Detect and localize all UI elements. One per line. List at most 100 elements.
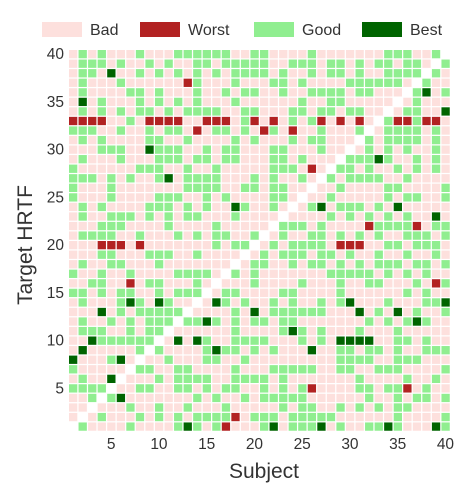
- heatmap-cell: [154, 50, 164, 59]
- heatmap-cell: [441, 97, 450, 107]
- heatmap-cell: [231, 365, 240, 374]
- heatmap-cell: [154, 269, 164, 278]
- heatmap-cell: [116, 88, 126, 97]
- heatmap-cell: [154, 116, 164, 126]
- heatmap-cell: [145, 260, 154, 269]
- heatmap-cell: [135, 317, 145, 326]
- heatmap-cell: [183, 250, 192, 259]
- heatmap-cell: [384, 202, 393, 212]
- heatmap-cell: [393, 164, 402, 173]
- heatmap-cell: [345, 69, 355, 78]
- heatmap-cell: [250, 107, 259, 116]
- heatmap-cell: [221, 241, 231, 250]
- heatmap-cell: [384, 346, 393, 355]
- heatmap-cell: [174, 155, 183, 164]
- heatmap-cell: [183, 355, 192, 364]
- heatmap-cell: [212, 365, 221, 374]
- heatmap-cell: [116, 288, 126, 298]
- heatmap-cell: [298, 78, 307, 87]
- heatmap-cell: [126, 107, 135, 116]
- heatmap-cell: [403, 326, 412, 336]
- heatmap-cell: [269, 403, 278, 412]
- heatmap-cell: [126, 422, 135, 431]
- heatmap-cell: [393, 88, 402, 97]
- heatmap-cell: [269, 298, 278, 307]
- heatmap-cell: [374, 202, 383, 212]
- heatmap-cell: [221, 403, 231, 412]
- heatmap-cell: [412, 78, 422, 87]
- heatmap-cell: [422, 298, 431, 307]
- heatmap-cell: [88, 202, 97, 212]
- heatmap-cell: [345, 241, 355, 250]
- heatmap-cell: [422, 317, 431, 326]
- heatmap-cell: [69, 260, 78, 269]
- heatmap-cell: [269, 59, 278, 68]
- heatmap-cell: [403, 145, 412, 154]
- heatmap-cell: [202, 241, 211, 250]
- legend: Bad Worst Good Best: [42, 22, 443, 39]
- heatmap-cell: [78, 202, 87, 212]
- heatmap-cell: [202, 422, 211, 431]
- heatmap-cell: [221, 78, 231, 87]
- heatmap-cell: [231, 212, 240, 221]
- heatmap-cell: [355, 336, 364, 345]
- heatmap-cell: [154, 135, 164, 145]
- heatmap-cell: [116, 422, 126, 431]
- heatmap-cell: [422, 78, 431, 87]
- heatmap-cell: [412, 307, 422, 317]
- heatmap-cell: [403, 221, 412, 231]
- heatmap-cell: [336, 193, 345, 202]
- heatmap-cell: [212, 97, 221, 107]
- heatmap-cell: [365, 250, 374, 259]
- heatmap-cell: [384, 317, 393, 326]
- heatmap-cell: [365, 384, 374, 393]
- heatmap-cell: [326, 231, 336, 240]
- heatmap-cell: [97, 260, 106, 269]
- heatmap-cell: [441, 174, 450, 183]
- heatmap-cell: [345, 307, 355, 317]
- heatmap-cell: [365, 202, 374, 212]
- heatmap-cell: [135, 336, 145, 345]
- heatmap-cell: [288, 260, 297, 269]
- heatmap-cell: [260, 116, 269, 126]
- heatmap-cell: [164, 298, 173, 307]
- heatmap-cell: [345, 384, 355, 393]
- heatmap-cell: [164, 403, 173, 412]
- heatmap-cell: [269, 97, 278, 107]
- heatmap-cell: [154, 107, 164, 116]
- heatmap-cell: [221, 164, 231, 173]
- heatmap-cell: [154, 384, 164, 393]
- heatmap-cell: [183, 307, 192, 317]
- heatmap-cell: [97, 231, 106, 240]
- heatmap-cell: [317, 336, 326, 345]
- heatmap-cell: [154, 403, 164, 412]
- heatmap-cell: [250, 412, 259, 422]
- heatmap-cell: [345, 135, 355, 145]
- heatmap-cell: [393, 78, 402, 87]
- heatmap-cell: [240, 164, 250, 173]
- heatmap-cell: [345, 116, 355, 126]
- heatmap-cell: [164, 412, 173, 422]
- heatmap-cell: [135, 355, 145, 364]
- heatmap-cell: [384, 403, 393, 412]
- heatmap-cell: [355, 88, 364, 97]
- x-tick-label: 40: [437, 436, 455, 453]
- heatmap-cell: [145, 126, 154, 135]
- heatmap-cell: [288, 298, 297, 307]
- heatmap-cell: [422, 336, 431, 345]
- heatmap-cell: [307, 355, 317, 364]
- heatmap-cell: [403, 212, 412, 221]
- heatmap-cell: [298, 116, 307, 126]
- heatmap-cell: [126, 155, 135, 164]
- heatmap-cell: [221, 97, 231, 107]
- heatmap-cell: [135, 307, 145, 317]
- heatmap-cell: [307, 260, 317, 269]
- heatmap-cell: [240, 221, 250, 231]
- heatmap-cell: [403, 231, 412, 240]
- heatmap-cell: [183, 50, 192, 59]
- heatmap-cell: [403, 174, 412, 183]
- heatmap-cell: [336, 78, 345, 87]
- heatmap-cell: [431, 250, 441, 259]
- heatmap-cell: [250, 78, 259, 87]
- heatmap-cell: [403, 298, 412, 307]
